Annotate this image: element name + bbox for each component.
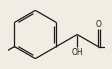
Text: O: O (95, 20, 101, 29)
Text: OH: OH (71, 48, 82, 57)
